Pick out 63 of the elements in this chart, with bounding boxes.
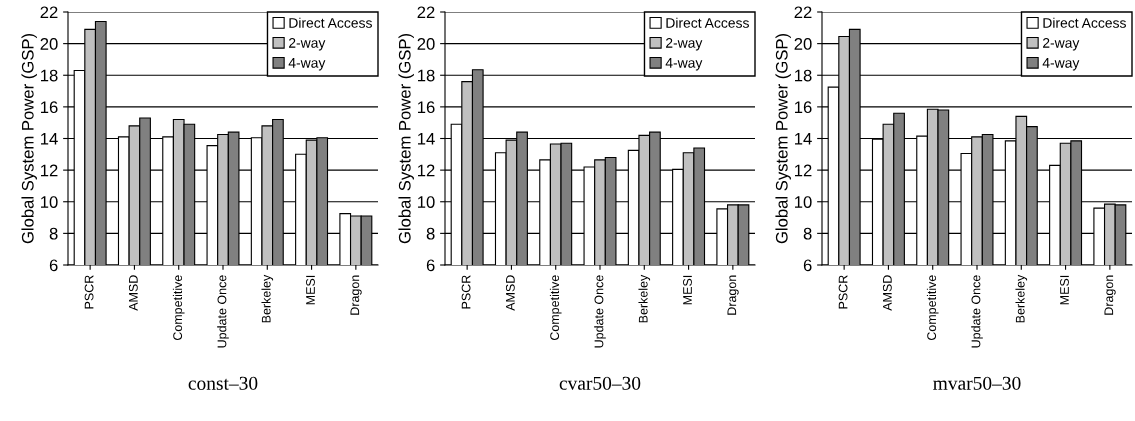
- y-tick-label: 14: [418, 133, 435, 145]
- x-tick-label: PSCR: [84, 275, 94, 309]
- y-tick-label: 14: [795, 133, 812, 145]
- x-tick-label: Competitive: [549, 275, 562, 341]
- legend-label: Direct Access: [289, 17, 372, 28]
- y-tick-label: 20: [417, 38, 435, 50]
- y-tick-label: 12: [418, 164, 435, 177]
- legend-label: 2-way: [666, 37, 703, 51]
- legend-label: 4-way: [1042, 58, 1080, 71]
- x-tick-label: Competitive: [172, 275, 185, 341]
- x-tick-label: AMSD: [128, 275, 138, 311]
- x-tick-label: PSCR: [461, 275, 471, 309]
- y-tick-label: 16: [795, 101, 812, 114]
- y-tick-label: 8: [426, 227, 435, 240]
- x-tick-label: MESI: [683, 275, 692, 305]
- y-tick-label: 16: [41, 101, 58, 114]
- x-tick-label: Berkeley: [261, 274, 274, 323]
- x-axis-title: mvar50–30: [933, 376, 1021, 390]
- y-tick-label: 8: [803, 227, 812, 240]
- x-tick-label: Dragon: [727, 275, 739, 315]
- x-tick-label: MESI: [306, 275, 315, 305]
- x-tick-label: AMSD: [882, 275, 892, 311]
- y-tick-label: 18: [795, 69, 812, 82]
- y-tick-label: 22: [794, 6, 812, 19]
- y-tick-label: 16: [418, 101, 435, 114]
- y-tick-label: 20: [794, 38, 812, 50]
- y-tick-label: 8: [49, 227, 58, 240]
- x-axis-title: cvar50–30: [559, 376, 641, 390]
- x-tick-label: Competitive: [926, 275, 939, 341]
- y-tick-label: 18: [418, 69, 435, 82]
- legend-label: Direct Access: [1043, 17, 1126, 28]
- y-tick-label: 6: [426, 259, 435, 272]
- y-tick-label: 6: [49, 259, 58, 272]
- y-axis-title: Global System Power (GSP): [775, 33, 791, 244]
- x-tick-label: Update Once: [217, 275, 229, 348]
- x-tick-label: Berkeley: [1015, 274, 1028, 323]
- y-tick-label: 18: [41, 69, 58, 82]
- legend-label: 2-way: [289, 37, 326, 51]
- x-tick-label: Dragon: [1104, 275, 1116, 315]
- y-tick-label: 6: [803, 259, 812, 272]
- x-tick-label: Update Once: [971, 275, 983, 348]
- y-tick-label: 14: [41, 133, 58, 145]
- y-axis-title: Global System Power (GSP): [21, 33, 37, 244]
- y-tick-label: 10: [418, 196, 435, 208]
- y-tick-label: 10: [41, 196, 58, 208]
- x-tick-label: Berkeley: [638, 274, 651, 323]
- y-tick-label: 20: [40, 38, 58, 50]
- x-tick-label: PSCR: [838, 275, 848, 309]
- x-tick-label: Update Once: [594, 275, 606, 348]
- y-tick-label: 22: [417, 6, 435, 19]
- x-axis-title: const–30: [188, 376, 258, 390]
- legend-label: Direct Access: [666, 17, 749, 28]
- y-tick-label: 22: [40, 6, 58, 19]
- y-axis-title: Global System Power (GSP): [398, 33, 414, 244]
- legend-label: 4-way: [288, 58, 326, 71]
- legend-label: 4-way: [665, 58, 703, 71]
- legend-label: 2-way: [1043, 37, 1080, 51]
- x-tick-label: MESI: [1060, 275, 1069, 305]
- x-tick-label: Dragon: [350, 275, 362, 315]
- y-tick-label: 12: [41, 164, 58, 177]
- x-tick-label: AMSD: [505, 275, 515, 311]
- y-tick-label: 12: [795, 164, 812, 177]
- y-tick-label: 10: [795, 196, 812, 208]
